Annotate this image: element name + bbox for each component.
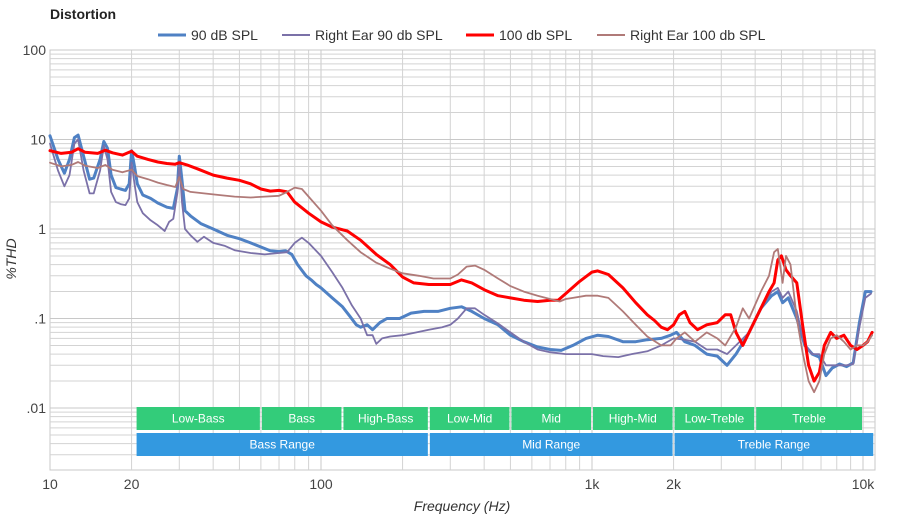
x-tick-label: 2k	[666, 476, 682, 492]
grid	[49, 49, 876, 471]
legend: 90 dB SPL Right Ear 90 db SPL 100 db SPL Ri…	[158, 27, 766, 43]
band-mid	[511, 407, 591, 430]
band-label: Low-Mid	[447, 412, 492, 426]
y-tick-label: .01	[27, 400, 47, 416]
x-tick-label: 100	[309, 476, 333, 492]
y-axis-ticks: 100 10 1 .1 .01	[23, 42, 47, 416]
frequency-bands: Low-Bass Bass High-Bass Low-Mid Mid High-Mid L…	[136, 407, 874, 456]
band-label: Bass Range	[250, 438, 316, 452]
band-low-treble	[674, 407, 755, 430]
band-treble	[756, 407, 862, 430]
x-tick-label: 1k	[585, 476, 601, 492]
y-tick-label: .1	[34, 311, 46, 327]
band-label: Treble Range	[738, 438, 811, 452]
band-label: Low-Treble	[685, 412, 745, 426]
x-tick-label: 10k	[852, 476, 876, 492]
band-low-bass	[136, 407, 260, 430]
legend-label: 100 db SPL	[499, 27, 572, 43]
band-label: Mid Range	[522, 438, 580, 452]
legend-label: Right Ear 90 db SPL	[315, 27, 443, 43]
chart-title: Distortion	[50, 6, 116, 22]
legend-label: 90 dB SPL	[191, 27, 258, 43]
band-label: Treble	[792, 412, 826, 426]
band-bass-range	[136, 433, 428, 456]
x-tick-label: 20	[124, 476, 140, 492]
band-treble-range	[674, 433, 874, 456]
series-line-3	[49, 161, 873, 394]
band-label: Bass	[288, 412, 315, 426]
legend-item[interactable]: 90 dB SPL	[158, 27, 258, 43]
series-lines	[48, 133, 874, 394]
x-axis-title: Frequency (Hz)	[414, 498, 510, 514]
band-mid-range	[429, 433, 673, 456]
y-tick-label: 10	[30, 132, 46, 148]
band-label: Mid	[542, 412, 561, 426]
legend-item[interactable]: Right Ear 90 db SPL	[282, 27, 443, 43]
y-axis-title: %THD	[3, 238, 19, 279]
legend-item[interactable]: 100 db SPL	[466, 27, 572, 43]
band-label: High-Mid	[609, 412, 657, 426]
legend-label: Right Ear 100 db SPL	[630, 27, 766, 43]
y-tick-label: 100	[23, 42, 47, 58]
band-label: Low-Bass	[172, 412, 225, 426]
band-label: High-Bass	[358, 412, 413, 426]
band-bass	[261, 407, 342, 430]
plot-area	[49, 49, 876, 471]
x-tick-label: 10	[42, 476, 58, 492]
series-line-2	[48, 147, 874, 383]
band-high-mid	[593, 407, 673, 430]
legend-item[interactable]: Right Ear 100 db SPL	[597, 27, 766, 43]
x-axis-ticks: 10 20 100 1k 2k 10k	[42, 476, 875, 492]
band-high-bass	[343, 407, 428, 430]
band-low-mid	[429, 407, 510, 430]
y-tick-label: 1	[38, 221, 46, 237]
